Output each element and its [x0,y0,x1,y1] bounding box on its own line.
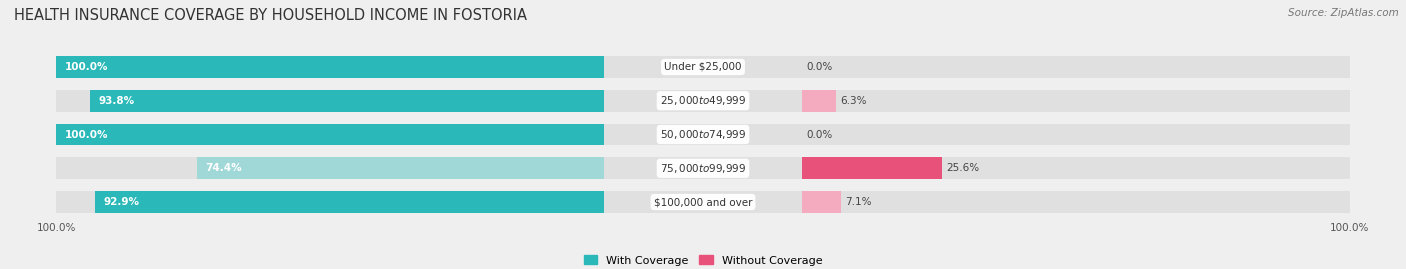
Bar [56,191,703,213]
Bar [197,157,605,179]
Bar [56,56,703,78]
Bar [96,191,605,213]
Bar [56,123,703,146]
Bar [703,90,1350,112]
Bar [56,56,605,78]
Text: 0.0%: 0.0% [806,129,832,140]
Bar [56,90,703,112]
Bar [801,157,942,179]
Bar [801,191,841,213]
Text: 100.0%: 100.0% [65,62,108,72]
Legend: With Coverage, Without Coverage: With Coverage, Without Coverage [579,251,827,269]
Bar [703,123,1350,146]
Text: $75,000 to $99,999: $75,000 to $99,999 [659,162,747,175]
Text: 6.3%: 6.3% [841,96,868,106]
Bar [703,191,1350,213]
Text: HEALTH INSURANCE COVERAGE BY HOUSEHOLD INCOME IN FOSTORIA: HEALTH INSURANCE COVERAGE BY HOUSEHOLD I… [14,8,527,23]
Text: 74.4%: 74.4% [205,163,242,173]
Text: Source: ZipAtlas.com: Source: ZipAtlas.com [1288,8,1399,18]
Text: 100.0%: 100.0% [65,129,108,140]
Text: 92.9%: 92.9% [104,197,139,207]
Text: 0.0%: 0.0% [806,62,832,72]
Bar [90,90,605,112]
Text: 25.6%: 25.6% [946,163,980,173]
Text: Under $25,000: Under $25,000 [664,62,742,72]
Bar [703,56,1350,78]
Bar [56,123,605,146]
Text: $50,000 to $74,999: $50,000 to $74,999 [659,128,747,141]
Text: 93.8%: 93.8% [98,96,135,106]
Text: $25,000 to $49,999: $25,000 to $49,999 [659,94,747,107]
Text: 7.1%: 7.1% [845,197,872,207]
Bar [703,157,1350,179]
Text: $100,000 and over: $100,000 and over [654,197,752,207]
Bar [56,157,703,179]
Bar [801,90,837,112]
